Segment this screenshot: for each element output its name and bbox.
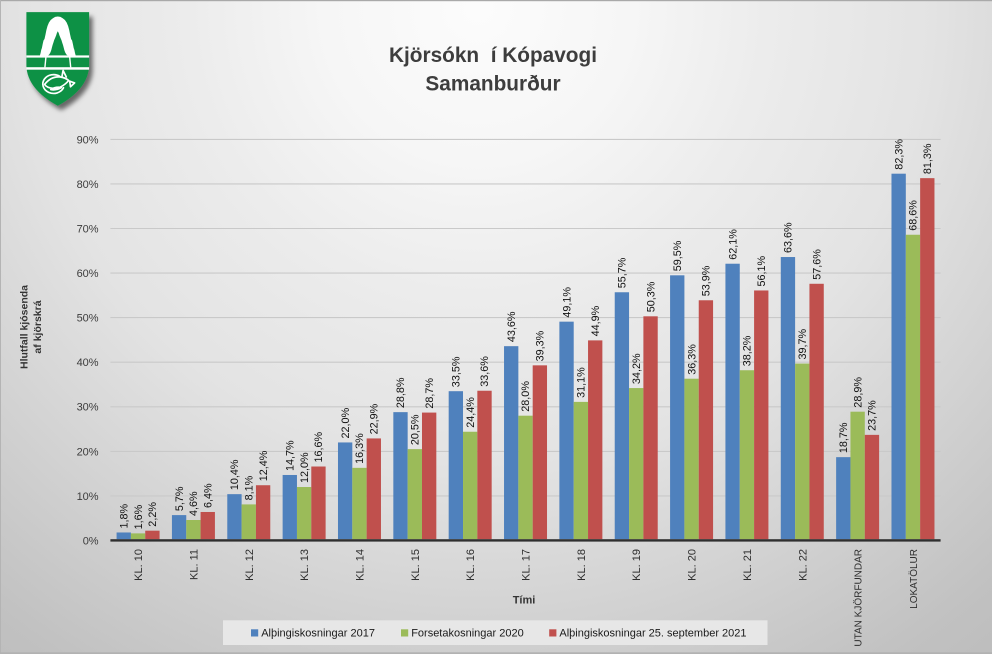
svg-text:0%: 0% bbox=[83, 535, 99, 547]
svg-text:62,1%: 62,1% bbox=[727, 229, 739, 260]
svg-text:49,1%: 49,1% bbox=[561, 287, 573, 318]
svg-text:Hlutfall kjósenda: Hlutfall kjósenda bbox=[19, 285, 31, 369]
svg-text:31,1%: 31,1% bbox=[576, 367, 588, 398]
svg-text:1,8%: 1,8% bbox=[118, 503, 130, 528]
svg-text:12,4%: 12,4% bbox=[258, 450, 270, 481]
svg-text:28,8%: 28,8% bbox=[395, 377, 407, 408]
svg-text:90%: 90% bbox=[77, 134, 99, 146]
svg-text:22,9%: 22,9% bbox=[369, 403, 381, 434]
svg-text:20,5%: 20,5% bbox=[410, 414, 422, 445]
svg-text:16,3%: 16,3% bbox=[354, 433, 366, 464]
svg-text:Samanburður: Samanburður bbox=[425, 73, 560, 96]
svg-text:82,3%: 82,3% bbox=[893, 139, 905, 170]
svg-text:23,7%: 23,7% bbox=[867, 400, 879, 431]
svg-text:KL. 13: KL. 13 bbox=[299, 549, 311, 581]
svg-text:10,4%: 10,4% bbox=[229, 459, 241, 490]
svg-text:43,6%: 43,6% bbox=[506, 311, 518, 342]
svg-text:39,7%: 39,7% bbox=[797, 329, 809, 360]
svg-text:55,7%: 55,7% bbox=[617, 257, 629, 288]
svg-text:36,3%: 36,3% bbox=[686, 344, 698, 375]
svg-text:KL. 15: KL. 15 bbox=[410, 549, 422, 581]
svg-text:53,9%: 53,9% bbox=[701, 265, 713, 296]
svg-text:38,2%: 38,2% bbox=[742, 335, 754, 366]
svg-text:60%: 60% bbox=[77, 268, 99, 280]
svg-text:KL. 20: KL. 20 bbox=[687, 549, 699, 581]
svg-text:6,4%: 6,4% bbox=[202, 483, 214, 508]
svg-text:50%: 50% bbox=[77, 313, 99, 325]
svg-text:68,6%: 68,6% bbox=[908, 200, 920, 231]
svg-text:22,0%: 22,0% bbox=[340, 407, 352, 438]
svg-text:44,9%: 44,9% bbox=[590, 305, 602, 336]
svg-text:30%: 30% bbox=[77, 402, 99, 414]
svg-text:af kjörskrá: af kjörskrá bbox=[32, 300, 44, 353]
svg-text:33,5%: 33,5% bbox=[451, 356, 463, 387]
svg-text:28,9%: 28,9% bbox=[852, 377, 864, 408]
svg-text:KL. 21: KL. 21 bbox=[742, 549, 754, 581]
svg-text:2,2%: 2,2% bbox=[147, 502, 159, 527]
svg-text:KL. 18: KL. 18 bbox=[576, 549, 588, 581]
svg-text:KL. 19: KL. 19 bbox=[631, 549, 643, 581]
svg-text:59,5%: 59,5% bbox=[672, 240, 684, 271]
svg-text:KL. 16: KL. 16 bbox=[465, 549, 477, 581]
svg-text:UTAN KJÖRFUNDAR: UTAN KJÖRFUNDAR bbox=[853, 549, 865, 647]
svg-text:1,6%: 1,6% bbox=[133, 504, 145, 529]
svg-text:4,6%: 4,6% bbox=[188, 491, 200, 516]
svg-text:Tími: Tími bbox=[513, 595, 536, 607]
svg-text:56,1%: 56,1% bbox=[756, 255, 768, 286]
svg-text:12,0%: 12,0% bbox=[299, 452, 311, 483]
svg-text:LOKATÖLUR: LOKATÖLUR bbox=[908, 549, 920, 609]
svg-text:28,7%: 28,7% bbox=[424, 378, 436, 409]
svg-text:8,1%: 8,1% bbox=[243, 475, 255, 500]
svg-text:Alþingiskosningar 25. septembe: Alþingiskosningar 25. september 2021 bbox=[559, 628, 746, 640]
svg-text:33,6%: 33,6% bbox=[479, 356, 491, 387]
svg-text:28,0%: 28,0% bbox=[520, 381, 532, 412]
svg-text:KL. 10: KL. 10 bbox=[133, 549, 145, 581]
svg-text:14,7%: 14,7% bbox=[285, 440, 297, 471]
svg-text:39,3%: 39,3% bbox=[535, 330, 547, 361]
svg-text:63,6%: 63,6% bbox=[783, 222, 795, 253]
svg-text:20%: 20% bbox=[77, 446, 99, 458]
svg-text:70%: 70% bbox=[77, 223, 99, 235]
svg-text:KL. 22: KL. 22 bbox=[797, 549, 809, 581]
svg-text:18,7%: 18,7% bbox=[838, 422, 850, 453]
svg-text:16,6%: 16,6% bbox=[313, 431, 325, 462]
svg-text:KL. 17: KL. 17 bbox=[521, 549, 533, 581]
svg-text:80%: 80% bbox=[77, 179, 99, 191]
svg-text:Alþingiskosningar 2017: Alþingiskosningar 2017 bbox=[261, 628, 375, 640]
svg-text:KL. 12: KL. 12 bbox=[244, 549, 256, 581]
svg-text:KL. 11: KL. 11 bbox=[188, 549, 200, 580]
svg-text:34,2%: 34,2% bbox=[631, 353, 643, 384]
svg-text:24,4%: 24,4% bbox=[465, 397, 477, 428]
svg-text:KL. 14: KL. 14 bbox=[354, 549, 366, 581]
svg-text:50,3%: 50,3% bbox=[645, 281, 657, 312]
svg-text:10%: 10% bbox=[77, 491, 99, 503]
svg-text:Kjörsókn í Kópavogi: Kjörsókn í Kópavogi bbox=[389, 44, 597, 67]
svg-text:Forsetakosningar 2020: Forsetakosningar 2020 bbox=[411, 628, 524, 640]
svg-text:40%: 40% bbox=[77, 357, 99, 369]
svg-text:81,3%: 81,3% bbox=[922, 143, 934, 174]
svg-text:5,7%: 5,7% bbox=[174, 486, 186, 511]
svg-text:57,6%: 57,6% bbox=[811, 249, 823, 280]
